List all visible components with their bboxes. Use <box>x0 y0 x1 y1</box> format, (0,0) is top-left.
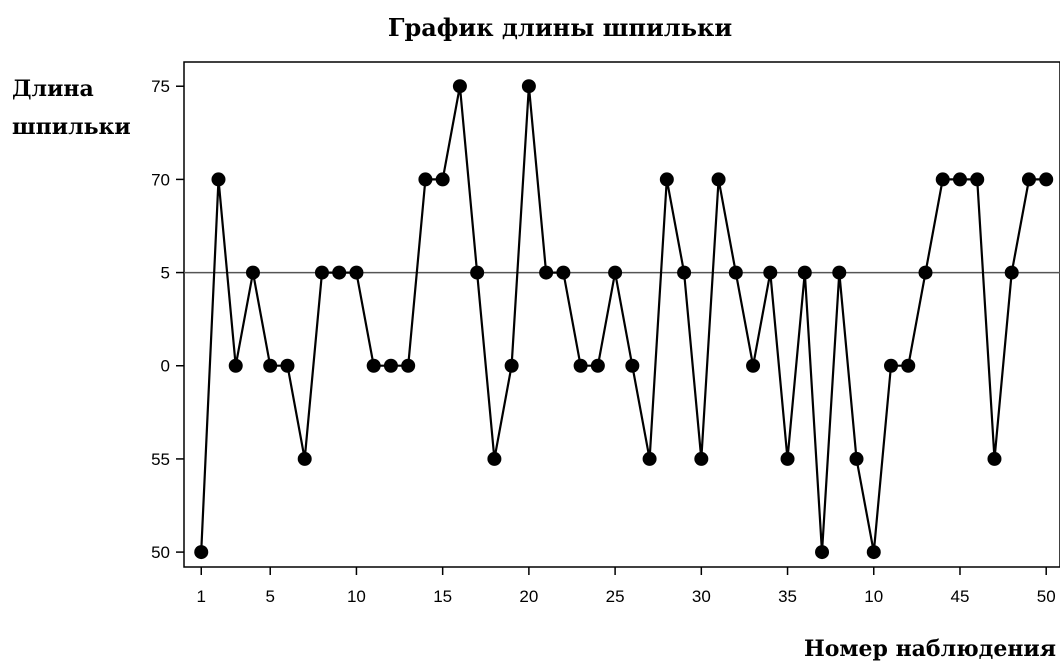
data-point <box>418 172 433 187</box>
data-point <box>452 79 467 94</box>
data-point <box>539 265 554 280</box>
data-point <box>849 451 864 466</box>
data-point <box>659 172 674 187</box>
y-tick-label: 70 <box>151 170 170 189</box>
x-tick-label: 10 <box>347 587 366 606</box>
data-point <box>763 265 778 280</box>
data-point <box>435 172 450 187</box>
data-point <box>366 358 381 373</box>
data-point <box>470 265 485 280</box>
data-point <box>590 358 605 373</box>
data-point <box>901 358 916 373</box>
data-point <box>608 265 623 280</box>
x-tick-label: 50 <box>1037 587 1056 606</box>
data-point <box>935 172 950 187</box>
data-point <box>280 358 295 373</box>
data-point <box>832 265 847 280</box>
data-point <box>194 545 209 560</box>
x-tick-label: 35 <box>778 587 797 606</box>
y-tick-label: 75 <box>151 77 170 96</box>
data-point <box>228 358 243 373</box>
data-point <box>383 358 398 373</box>
x-tick-label: 20 <box>519 587 538 606</box>
x-tick-label: 1 <box>197 587 206 606</box>
x-tick-label: 25 <box>606 587 625 606</box>
x-tick-label: 30 <box>692 587 711 606</box>
data-point <box>642 451 657 466</box>
x-axis-ticks: 1 5 10 15 20 25 30 35 10 45 50 <box>197 567 1056 606</box>
data-point <box>918 265 933 280</box>
y-axis-label-line2: шпильки <box>12 114 131 140</box>
data-point <box>797 265 812 280</box>
data-point <box>625 358 640 373</box>
data-point <box>780 451 795 466</box>
data-point <box>211 172 226 187</box>
data-point <box>297 451 312 466</box>
data-point <box>332 265 347 280</box>
chart-title: График длины шпильки <box>388 13 732 42</box>
x-tick-label: 10 <box>864 587 883 606</box>
data-point <box>263 358 278 373</box>
data-points <box>194 79 1054 560</box>
data-point <box>487 451 502 466</box>
data-point <box>746 358 761 373</box>
y-tick-label: 55 <box>151 450 170 469</box>
y-axis-label-line1: Длина <box>12 76 94 102</box>
y-tick-label: 5 <box>161 264 170 283</box>
data-point <box>573 358 588 373</box>
x-axis-label: Номер наблюдения <box>804 636 1056 662</box>
y-tick-label: 0 <box>161 357 170 376</box>
data-point <box>556 265 571 280</box>
data-point <box>987 451 1002 466</box>
data-point <box>677 265 692 280</box>
data-point <box>1039 172 1054 187</box>
data-point <box>1021 172 1036 187</box>
data-point <box>1004 265 1019 280</box>
data-point <box>694 451 709 466</box>
data-point <box>815 545 830 560</box>
data-point <box>314 265 329 280</box>
x-tick-label: 15 <box>433 587 452 606</box>
data-point <box>245 265 260 280</box>
data-point <box>952 172 967 187</box>
data-point <box>866 545 881 560</box>
plot-frame <box>183 61 1060 568</box>
x-tick-label: 45 <box>951 587 970 606</box>
data-point <box>504 358 519 373</box>
data-point <box>521 79 536 94</box>
y-tick-label: 50 <box>151 543 170 562</box>
data-point <box>728 265 743 280</box>
x-tick-label: 5 <box>265 587 274 606</box>
data-point <box>711 172 726 187</box>
series-line <box>200 86 1047 553</box>
data-point <box>970 172 985 187</box>
y-axis-ticks: 50 55 0 5 70 75 <box>151 77 184 562</box>
data-point <box>349 265 364 280</box>
data-point <box>884 358 899 373</box>
data-point <box>401 358 416 373</box>
